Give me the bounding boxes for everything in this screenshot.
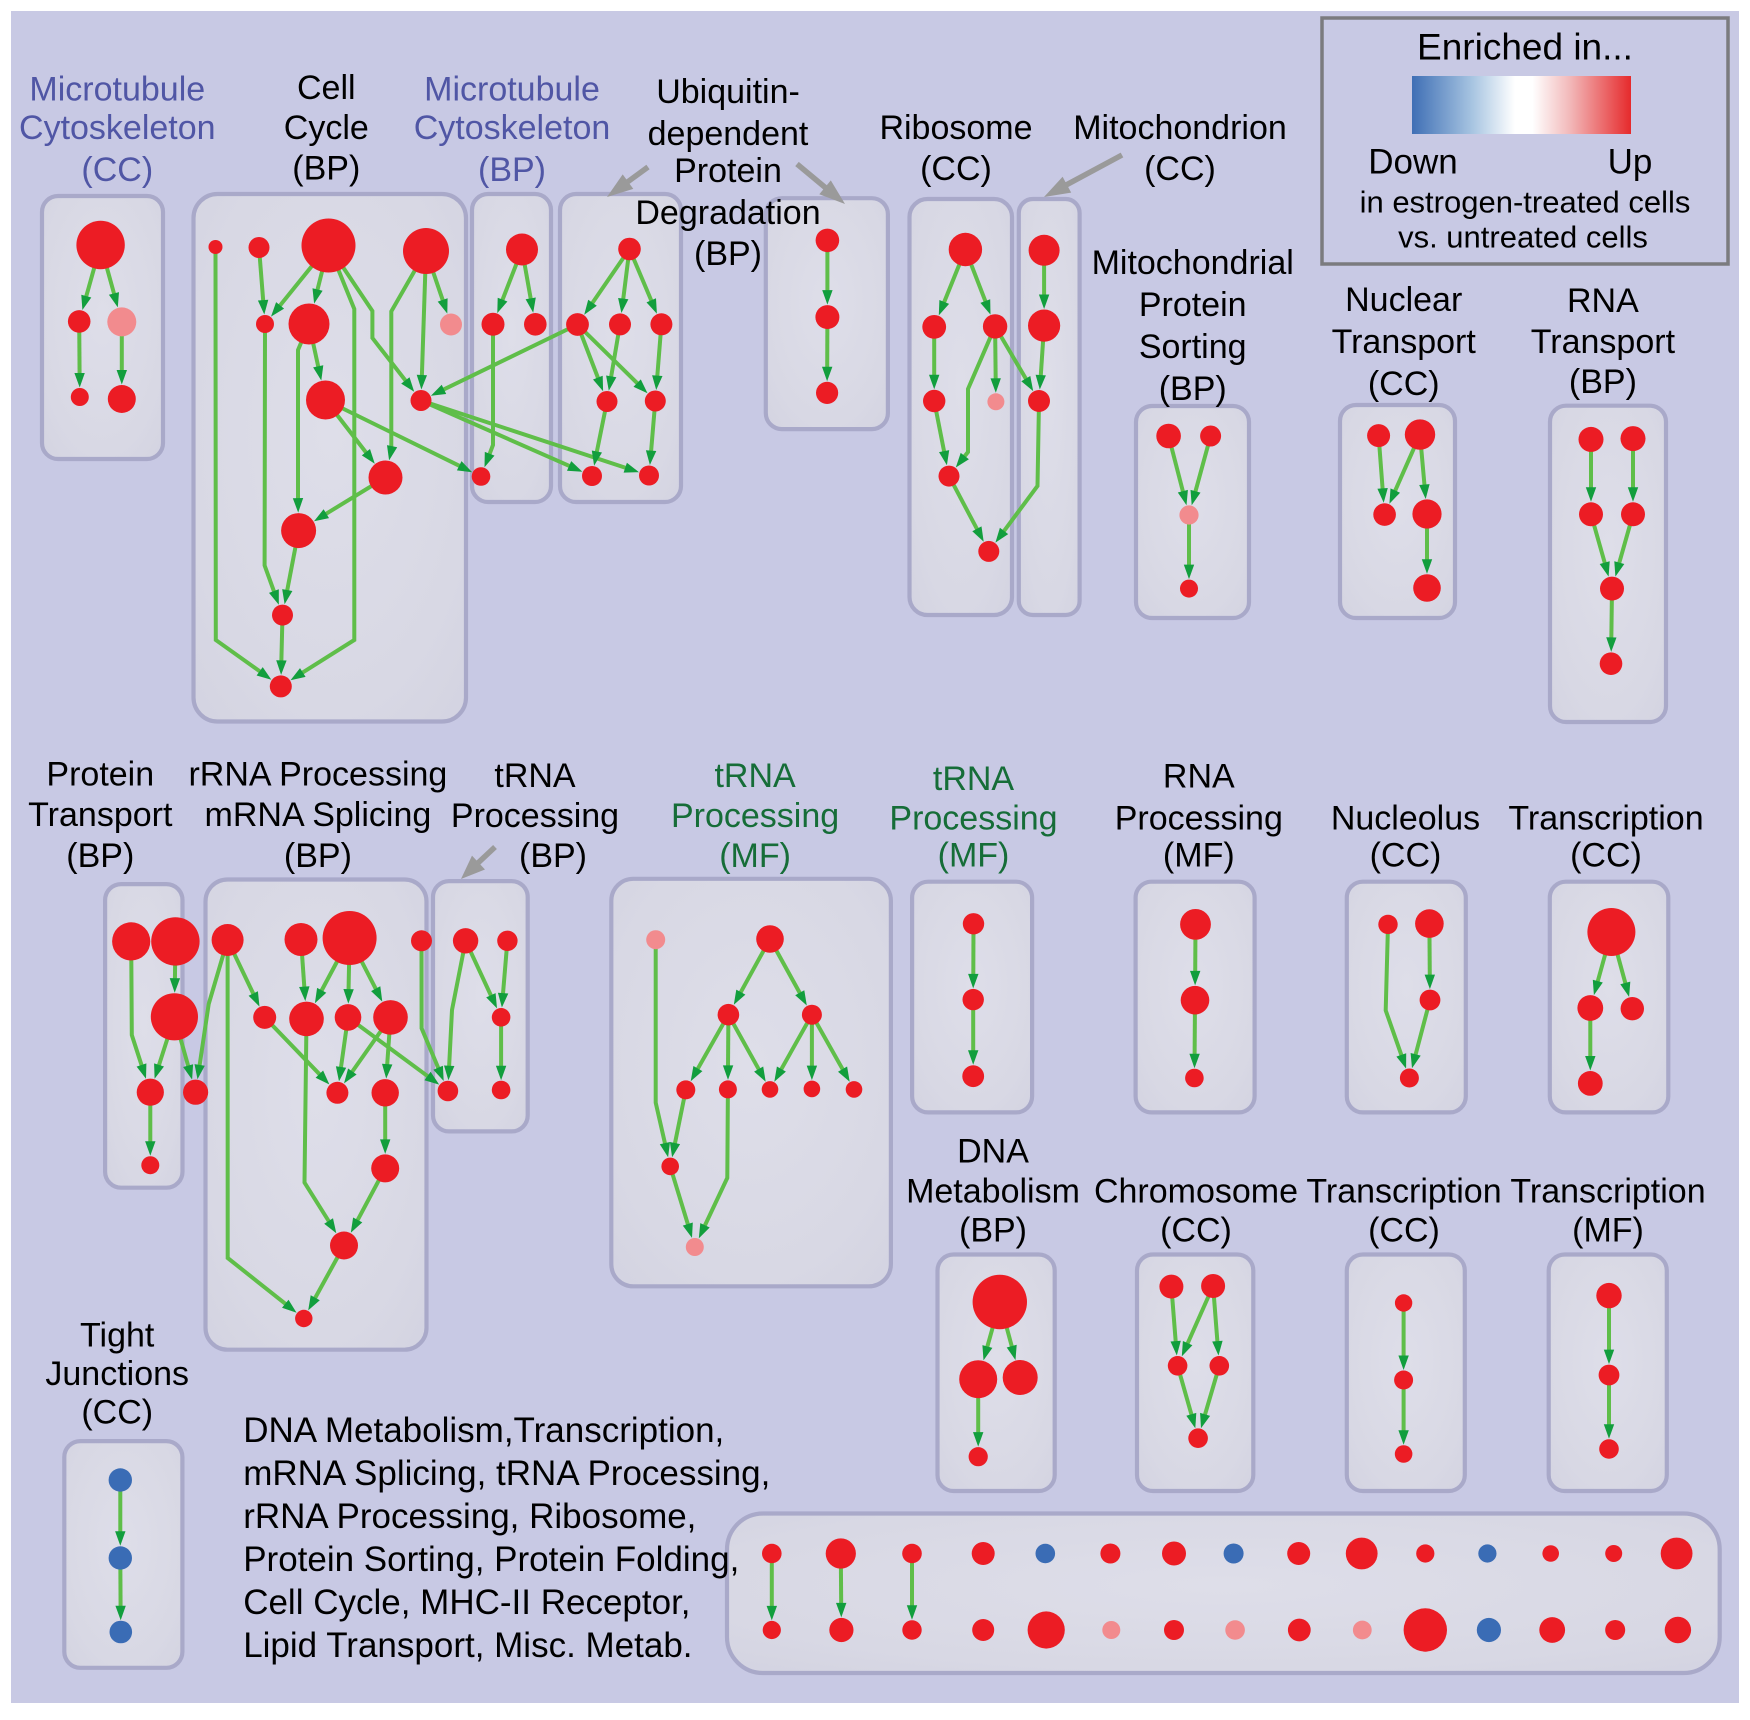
svg-text:dependent: dependent (648, 115, 809, 153)
svg-text:(BP): (BP) (959, 1212, 1027, 1250)
svg-text:Nucleolus: Nucleolus (1331, 799, 1480, 837)
svg-text:Transport: Transport (1531, 323, 1676, 361)
svg-text:(BP): (BP) (478, 151, 546, 189)
svg-text:Mitochondrion: Mitochondrion (1073, 109, 1287, 147)
svg-text:(MF): (MF) (938, 837, 1010, 875)
svg-text:(BP): (BP) (519, 837, 587, 875)
svg-text:Mitochondrial: Mitochondrial (1092, 244, 1294, 282)
svg-text:Microtubule: Microtubule (424, 71, 600, 109)
svg-text:Transcription: Transcription (1510, 1173, 1705, 1211)
svg-text:Cell: Cell (297, 69, 356, 107)
svg-text:(CC): (CC) (81, 151, 153, 189)
svg-text:Protein Sorting, Protein Foldi: Protein Sorting, Protein Folding, (243, 1540, 739, 1579)
svg-text:(CC): (CC) (81, 1394, 153, 1432)
svg-text:Protein: Protein (46, 756, 154, 794)
svg-text:(BP): (BP) (1569, 363, 1637, 401)
svg-text:tRNA: tRNA (494, 757, 576, 795)
svg-text:Processing: Processing (671, 797, 839, 835)
svg-text:(BP): (BP) (66, 837, 134, 875)
svg-text:(BP): (BP) (1159, 370, 1227, 408)
svg-text:(CC): (CC) (1144, 150, 1216, 188)
svg-text:Ribosome: Ribosome (879, 109, 1032, 147)
svg-text:Transport: Transport (28, 796, 173, 834)
svg-text:RNA: RNA (1163, 757, 1235, 795)
svg-text:Protein: Protein (674, 152, 782, 190)
svg-text:Down: Down (1368, 142, 1457, 181)
svg-text:Nuclear: Nuclear (1345, 281, 1462, 319)
svg-text:mRNA Splicing, tRNA Processing: mRNA Splicing, tRNA Processing, (243, 1454, 770, 1493)
svg-text:(BP): (BP) (284, 837, 352, 875)
svg-text:Transcription: Transcription (1306, 1173, 1501, 1211)
svg-text:in estrogen-treated cells: in estrogen-treated cells (1360, 184, 1691, 219)
svg-text:(MF): (MF) (1163, 837, 1235, 875)
svg-text:vs. untreated cells: vs. untreated cells (1398, 219, 1648, 254)
svg-text:(BP): (BP) (292, 150, 360, 188)
svg-text:(CC): (CC) (920, 150, 992, 188)
svg-text:Chromosome: Chromosome (1094, 1173, 1298, 1211)
svg-text:Sorting: Sorting (1139, 328, 1247, 366)
svg-text:Processing: Processing (889, 799, 1057, 837)
svg-text:RNA: RNA (1567, 282, 1639, 320)
svg-text:Processing: Processing (451, 797, 619, 835)
svg-text:(CC): (CC) (1160, 1212, 1232, 1250)
svg-text:Degradation: Degradation (635, 194, 820, 232)
svg-text:(BP): (BP) (694, 235, 762, 273)
svg-text:Cell Cycle, MHC-II Receptor,: Cell Cycle, MHC-II Receptor, (243, 1583, 690, 1622)
svg-text:Cycle: Cycle (284, 109, 369, 147)
svg-text:Enriched in...: Enriched in... (1417, 27, 1633, 68)
svg-text:Cytoskeleton: Cytoskeleton (414, 109, 611, 147)
svg-text:tRNA: tRNA (714, 757, 796, 795)
svg-text:(CC): (CC) (1570, 837, 1642, 875)
svg-text:(CC): (CC) (1370, 837, 1442, 875)
svg-text:(CC): (CC) (1368, 365, 1440, 403)
svg-text:tRNA: tRNA (933, 760, 1015, 798)
svg-text:(MF): (MF) (1572, 1212, 1644, 1250)
svg-text:Transport: Transport (1332, 323, 1477, 361)
svg-text:rRNA Processing: rRNA Processing (188, 756, 447, 794)
svg-text:Protein: Protein (1139, 286, 1247, 324)
svg-text:Junctions: Junctions (45, 1355, 189, 1393)
svg-text:(CC): (CC) (1368, 1212, 1440, 1250)
svg-text:DNA: DNA (957, 1133, 1029, 1171)
svg-text:Ubiquitin-: Ubiquitin- (656, 73, 800, 111)
svg-text:mRNA Splicing: mRNA Splicing (205, 796, 432, 834)
svg-text:Processing: Processing (1115, 799, 1283, 837)
svg-text:Cytoskeleton: Cytoskeleton (19, 109, 216, 147)
svg-text:DNA Metabolism,Transcription,: DNA Metabolism,Transcription, (243, 1411, 724, 1450)
svg-text:rRNA Processing, Ribosome,: rRNA Processing, Ribosome, (243, 1497, 696, 1536)
svg-text:Metabolism: Metabolism (906, 1173, 1080, 1211)
svg-text:Tight: Tight (80, 1317, 155, 1355)
svg-text:Microtubule: Microtubule (29, 71, 205, 109)
svg-text:Up: Up (1608, 142, 1653, 181)
svg-text:Transcription: Transcription (1508, 799, 1703, 837)
svg-text:Lipid Transport, Misc. Metab.: Lipid Transport, Misc. Metab. (243, 1626, 692, 1665)
svg-text:(MF): (MF) (719, 837, 791, 875)
